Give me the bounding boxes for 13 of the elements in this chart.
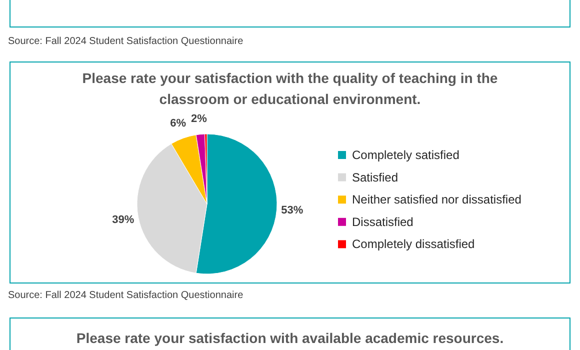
legend-label: Completely dissatisfied: [352, 237, 475, 252]
legend-label: Neither satisfied nor dissatisfied: [352, 192, 522, 207]
legend-label: Completely satisfied: [352, 148, 460, 162]
data-label: 53%: [281, 204, 304, 217]
legend-label: Dissatisfied: [352, 214, 414, 229]
source-note: Source: Fall 2024 Student Satisfaction Questionnaire: [8, 36, 244, 47]
legend-label: Satisfied: [352, 170, 398, 184]
data-label: 39%: [112, 214, 134, 226]
source-note: Source: Fall 2024 Student Satisfaction Questionnaire: [8, 290, 244, 301]
chart-title: Please rate your satisfaction with the quality of teaching in the classroom or educational environment.: [82, 70, 498, 107]
text: Please rate your satisfaction with available academic resources.: [76, 330, 504, 346]
data-label: 6%: [170, 118, 186, 130]
data-label: 2%: [191, 112, 208, 125]
